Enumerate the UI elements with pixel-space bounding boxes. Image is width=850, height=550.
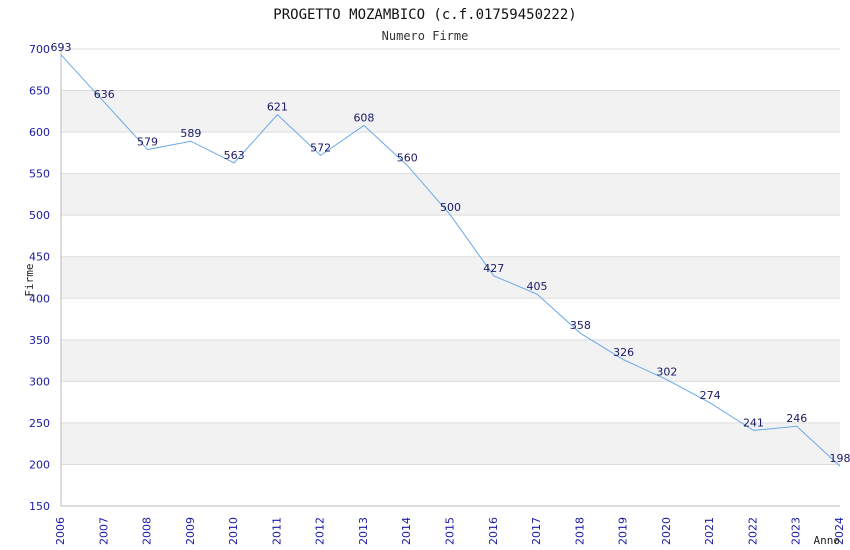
series-line [60, 54, 841, 467]
x-tick-label: 2023 [790, 517, 803, 545]
y-tick-label: 450 [29, 251, 50, 264]
data-label: 563 [224, 149, 245, 162]
plot-band [61, 256, 840, 299]
plot-band [61, 90, 840, 133]
x-tick-label: 2006 [54, 517, 67, 545]
y-axis-label: Firme [23, 263, 36, 296]
x-tick-label: 2008 [141, 517, 154, 545]
y-tick-label: 500 [29, 209, 50, 222]
x-tick-label: 2011 [270, 517, 283, 545]
data-labels: 693 636 579 589 563 621 572 608 560 500 427 405 358 3… [51, 41, 850, 465]
y-tick-label: 650 [29, 85, 50, 98]
axes [60, 49, 840, 507]
chart-subtitle: Numero Firme [382, 29, 469, 43]
data-label: 274 [700, 389, 721, 402]
data-label: 326 [613, 346, 634, 359]
data-label: 693 [51, 41, 72, 54]
x-tick-label: 2020 [660, 517, 673, 545]
x-tick-label: 2017 [530, 517, 543, 545]
x-tick-label: 2013 [357, 517, 370, 545]
y-tick-labels: 150 200 250 300 350 400 450 500 550 600 650 700 [29, 43, 50, 513]
plot-band [61, 339, 840, 382]
y-tick-label: 550 [29, 168, 50, 181]
data-label: 302 [656, 366, 677, 379]
x-tick-label: 2016 [487, 517, 500, 545]
x-tick-label: 2007 [97, 517, 110, 545]
x-tick-label: 2015 [444, 517, 457, 545]
y-tick-label: 150 [29, 500, 50, 513]
data-label: 405 [527, 280, 548, 293]
x-tick-label: 2018 [573, 517, 586, 545]
x-tick-label: 2019 [617, 517, 630, 545]
x-tick-label: 2014 [400, 517, 413, 545]
x-tick-label: 2024 [833, 517, 846, 545]
x-tick-label: 2022 [746, 517, 759, 545]
plot-band [61, 422, 840, 465]
gridlines [61, 48, 840, 507]
data-label: 608 [353, 111, 374, 124]
y-tick-label: 350 [29, 334, 50, 347]
y-tick-label: 700 [29, 43, 50, 56]
x-tick-label: 2009 [184, 517, 197, 545]
data-label: 358 [570, 319, 591, 332]
data-label: 572 [310, 141, 331, 154]
x-axis-label: Anno [814, 534, 841, 547]
data-label: 579 [137, 136, 158, 149]
y-tick-label: 300 [29, 375, 50, 388]
y-tick-label: 200 [29, 458, 50, 471]
y-tick-label: 400 [29, 292, 50, 305]
x-tick-label: 2012 [314, 517, 327, 545]
y-tick-label: 600 [29, 126, 50, 139]
plot-background [61, 90, 840, 465]
x-tick-label: 2021 [703, 517, 716, 545]
data-label: 246 [786, 412, 807, 425]
data-label: 427 [483, 262, 504, 275]
plot-band [61, 173, 840, 216]
chart-title: PROGETTO MOZAMBICO (c.f.01759450222) [273, 7, 576, 23]
data-label: 198 [830, 452, 850, 465]
data-label: 589 [180, 127, 201, 140]
data-label: 636 [94, 88, 115, 101]
data-label: 560 [397, 151, 418, 164]
y-tick-label: 250 [29, 417, 50, 430]
x-tick-label: 2010 [227, 517, 240, 545]
data-label: 241 [743, 416, 764, 429]
x-tick-labels: 2006 2007 2008 2009 2010 2011 2012 2013 2014 2015… [54, 517, 846, 545]
data-label: 621 [267, 101, 288, 114]
data-label: 500 [440, 201, 461, 214]
